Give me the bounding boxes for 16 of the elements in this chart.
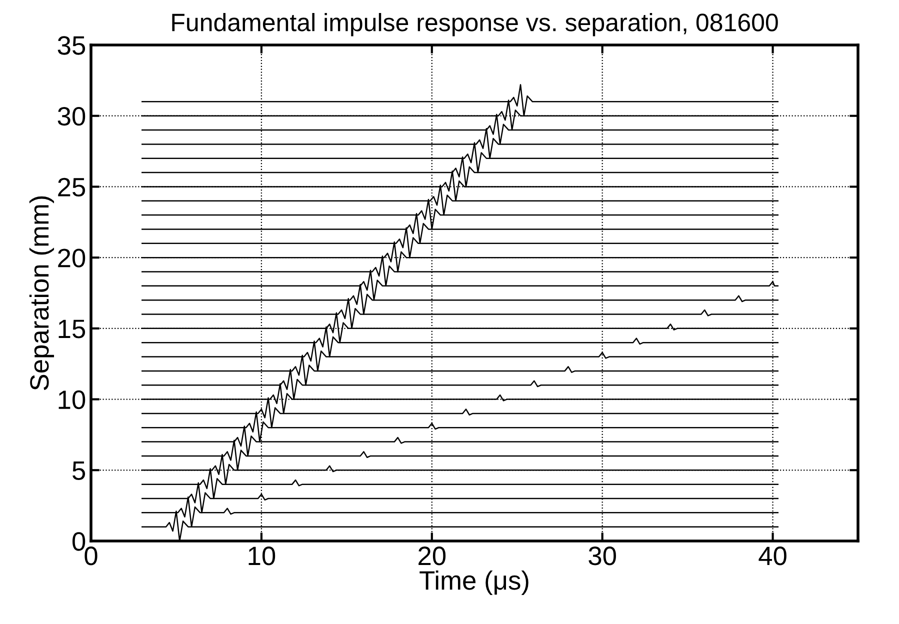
y-tick-label: 5 bbox=[72, 462, 86, 480]
y-tick-label: 30 bbox=[58, 106, 86, 126]
x-tick-label: 30 bbox=[588, 546, 616, 566]
y-tick-label: 35 bbox=[58, 36, 86, 55]
x-tick-label: 0 bbox=[84, 546, 98, 566]
y-tick-label: 0 bbox=[72, 532, 86, 551]
x-axis-title: Time (μs) bbox=[420, 570, 528, 596]
y-tick-label: 10 bbox=[58, 390, 86, 410]
x-tick-label: 20 bbox=[418, 546, 446, 566]
chart-title: Fundamental impulse response vs. separation, 081600 bbox=[172, 12, 778, 36]
y-tick-label: 15 bbox=[58, 320, 86, 338]
x-tick-label: 40 bbox=[758, 546, 786, 566]
x-tick-label: 10 bbox=[248, 546, 276, 566]
y-axis-title: Separation (mm) bbox=[29, 196, 54, 390]
y-tick-label: 25 bbox=[58, 178, 86, 197]
y-tick-label: 20 bbox=[58, 248, 86, 268]
